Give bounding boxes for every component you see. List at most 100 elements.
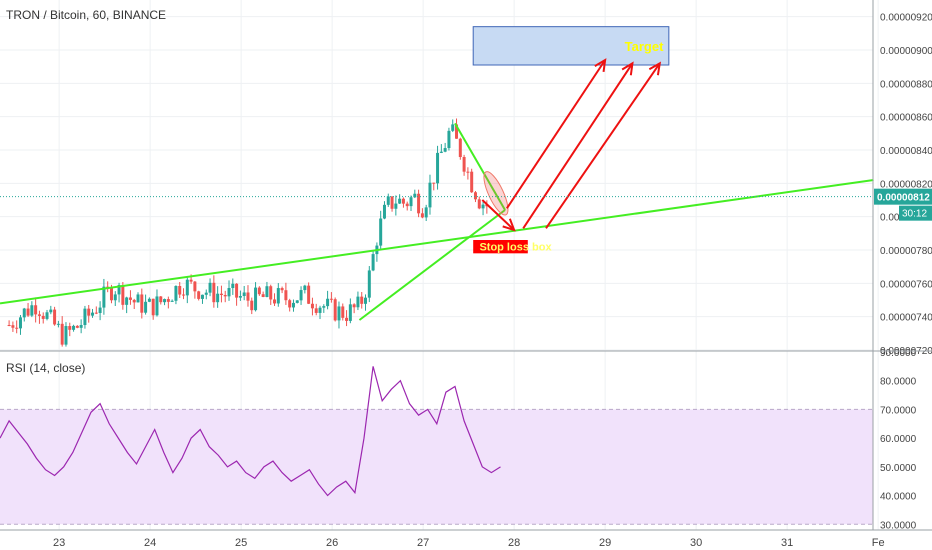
rsi-tick-label: 40.0000 <box>880 492 917 503</box>
candle-body <box>117 285 121 295</box>
target-zone-label: Target <box>625 39 664 54</box>
candle-body <box>447 130 451 149</box>
candle-body <box>113 294 117 301</box>
y-tick-label: 0.00000820 <box>880 179 932 190</box>
arrow-line <box>506 59 606 209</box>
candle-body <box>254 287 258 311</box>
candle-body <box>30 305 34 316</box>
candle-body <box>159 296 163 303</box>
candle-body <box>238 296 242 298</box>
candle-body <box>409 197 413 207</box>
x-tick-label: 25 <box>235 537 247 549</box>
rsi-band <box>0 409 873 525</box>
arrow-head <box>621 61 634 76</box>
candle-body <box>288 300 292 308</box>
y-tick-label: 0.00000860 <box>880 113 932 124</box>
candle-body <box>417 193 421 214</box>
candle-body <box>212 282 216 303</box>
candle-body <box>227 288 231 297</box>
candle-body <box>68 326 72 330</box>
candle-body <box>394 203 398 209</box>
candle-body <box>462 157 466 172</box>
x-tick-label: Fe <box>872 537 885 549</box>
candle-body <box>219 293 223 295</box>
stop-loss-zone <box>473 240 528 254</box>
candle-body <box>7 325 11 326</box>
candle-body <box>443 148 447 152</box>
target-zone <box>472 26 670 66</box>
candle-body <box>371 254 375 271</box>
x-tick-label: 28 <box>508 537 520 549</box>
candle-body <box>466 171 470 173</box>
rsi-line <box>0 366 501 497</box>
candle-body <box>231 283 235 289</box>
candle-body <box>140 294 144 313</box>
highlight-ellipse <box>483 171 509 216</box>
candle-body <box>428 182 432 208</box>
x-tick-label: 23 <box>53 537 65 549</box>
candle-body <box>386 196 390 205</box>
y-tick-label: 0.00000900 <box>880 46 932 57</box>
arrow-head <box>594 58 607 73</box>
candle-body <box>310 303 314 309</box>
candle-body <box>299 290 303 301</box>
candle-body <box>45 312 49 319</box>
x-tick-label: 24 <box>144 537 156 549</box>
rsi-title: RSI (14, close) <box>6 361 86 375</box>
candle-body <box>53 309 57 325</box>
candle-body <box>132 299 136 303</box>
candle-body <box>197 291 201 299</box>
countdown-badge <box>899 205 932 221</box>
candle-body <box>356 296 360 308</box>
candle-body <box>147 298 151 302</box>
arrow-head <box>502 218 516 232</box>
y-tick-label: 0.00000840 <box>880 146 932 157</box>
candle-body <box>163 299 167 303</box>
price-candles <box>7 118 489 347</box>
candle-body <box>382 204 386 219</box>
rsi-grid <box>0 408 873 525</box>
candle-body <box>360 296 364 304</box>
candle-body <box>56 323 60 325</box>
trend-line <box>454 122 506 211</box>
candle-body <box>345 317 349 321</box>
candle-body <box>458 138 462 158</box>
candle-body <box>265 286 269 297</box>
rsi-tick-label: 30.0000 <box>880 520 917 531</box>
candle-body <box>322 306 326 308</box>
candle-body <box>276 288 280 304</box>
candle-body <box>242 292 246 297</box>
rsi-tick-label: 60.0000 <box>880 434 917 445</box>
candle-body <box>193 281 197 292</box>
y-tick-label: 0.00000880 <box>880 79 932 90</box>
trend-line <box>358 209 506 321</box>
drawing-tools[interactable]: Target Stop loss box <box>0 26 874 321</box>
candle-body <box>420 213 424 218</box>
candle-body <box>91 312 95 316</box>
arrow-line <box>545 62 661 229</box>
rsi-tick-label: 70.0000 <box>880 405 917 416</box>
candle-body <box>216 293 220 303</box>
symbol-title: TRON / Bitcoin, 60, BINANCE <box>6 8 167 22</box>
candle-body <box>185 279 189 296</box>
candle-body <box>121 285 125 305</box>
candle-body <box>204 292 208 295</box>
candle-body <box>98 307 102 313</box>
candle-body <box>295 300 299 303</box>
y-tick-label: 0.00000740 <box>880 313 932 324</box>
arrow-head <box>648 61 662 76</box>
candle-body <box>481 204 485 209</box>
candle-body <box>405 203 409 207</box>
candle-body <box>189 279 193 282</box>
candle-body <box>72 325 76 330</box>
candle-body <box>166 299 170 302</box>
candle-body <box>75 325 79 328</box>
candle-body <box>390 196 394 209</box>
candle-body <box>200 294 204 299</box>
candle-body <box>401 198 405 204</box>
countdown-text: 30:12 <box>902 209 927 220</box>
candle-body <box>337 306 341 321</box>
candle-body <box>451 124 455 131</box>
